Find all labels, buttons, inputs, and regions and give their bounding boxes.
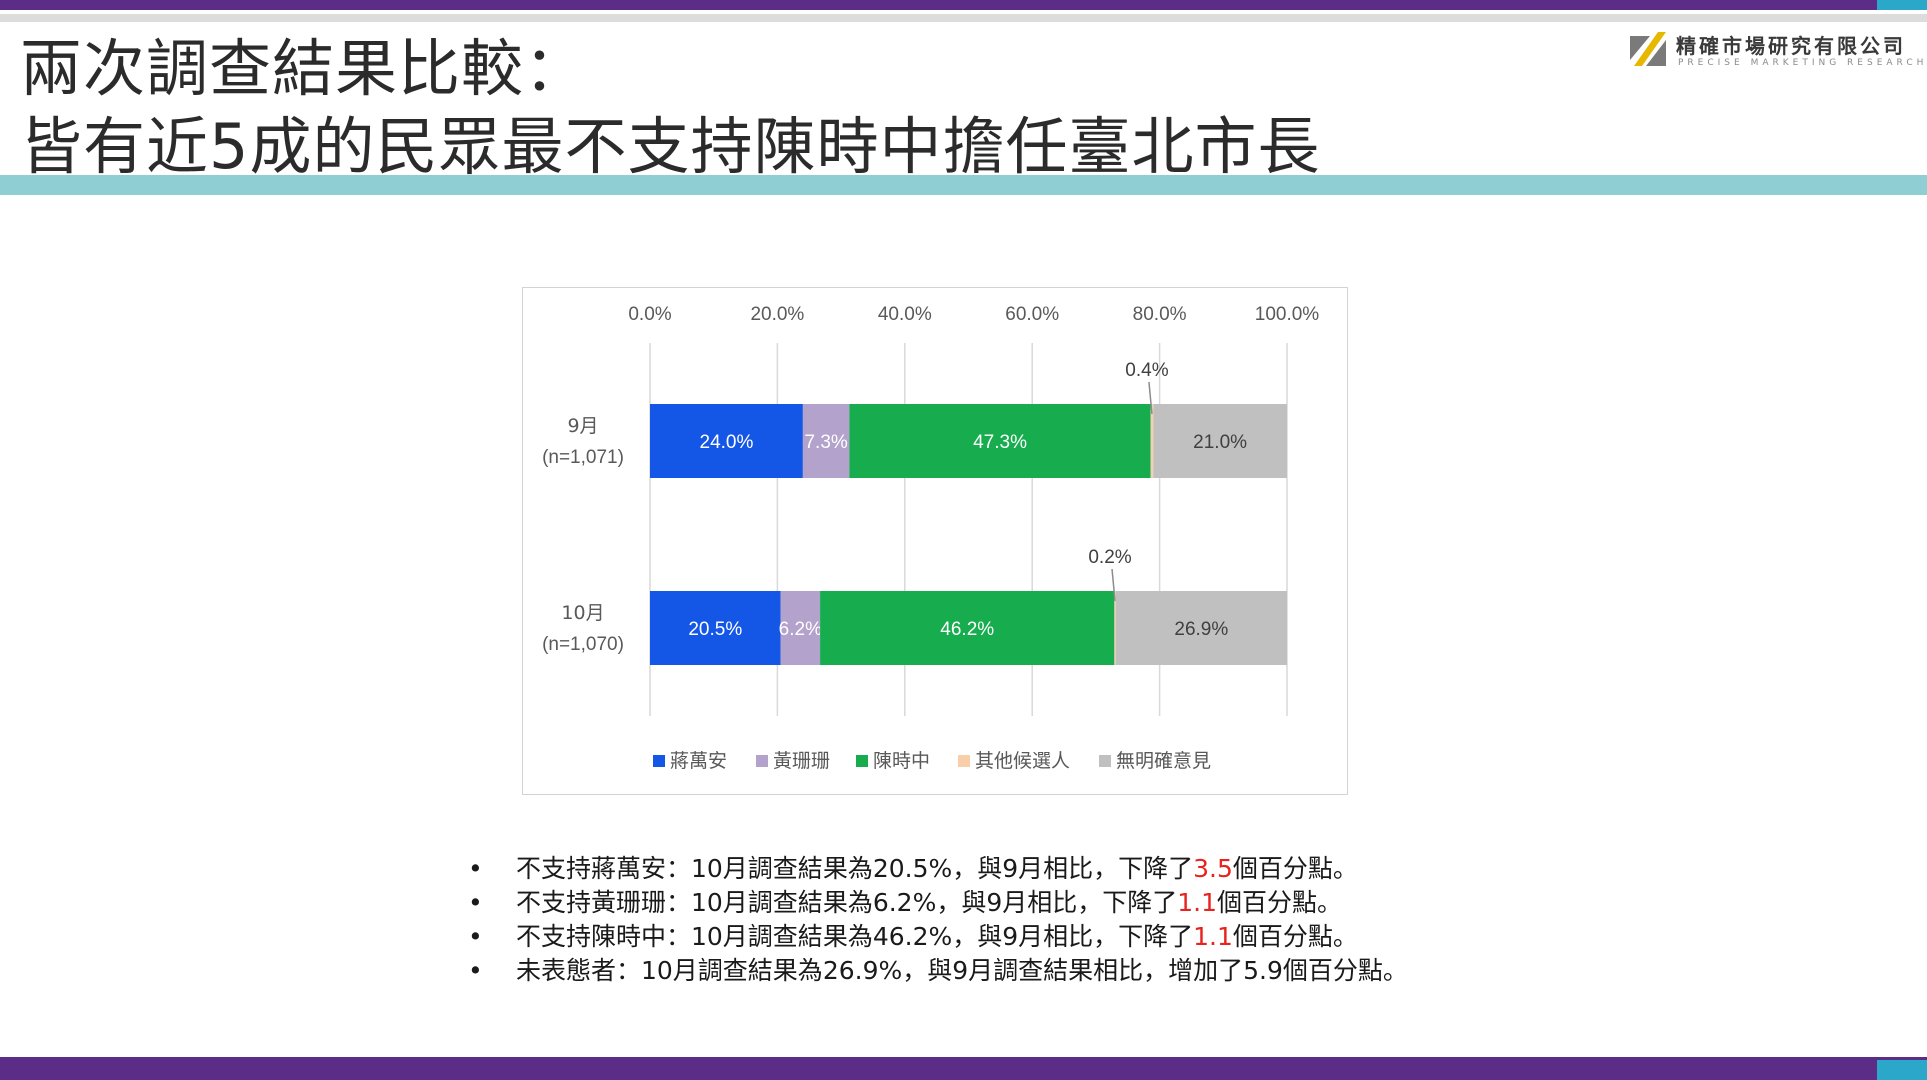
data-label-leader	[1111, 568, 1116, 602]
logo-subtitle: PRECISE MARKETING RESEARCH	[1678, 58, 1927, 68]
data-label: 20.5%	[688, 619, 742, 640]
summary-bullets: • 不支持蔣萬安：10月調查結果為20.5%，與9月相比，下降了3.5個百分點。 •…	[468, 852, 1568, 988]
legend-label: 陳時中	[873, 750, 930, 772]
bullet-text: 不支持黃珊珊：10月調查結果為6.2%，與9月相比，下降了	[516, 888, 1178, 917]
bullet-highlight: 1.1	[1193, 922, 1233, 951]
bullet-text: 不支持陳時中：10月調查結果為46.2%，與9月相比，下降了	[516, 922, 1194, 951]
bullet-dot: •	[468, 888, 483, 917]
top-bar	[0, 0, 1927, 10]
bullet-dot: •	[468, 922, 483, 951]
category-label: 9月	[567, 415, 598, 437]
bar-segment	[802, 404, 850, 478]
legend-label: 蔣萬安	[670, 750, 727, 772]
legend-swatch	[653, 755, 665, 767]
x-tick-label: 0.0%	[628, 304, 671, 325]
category-sample-size: (n=1,070)	[542, 634, 624, 655]
bullet-suffix: 個百分點。	[1217, 888, 1343, 917]
x-tick-label: 60.0%	[1005, 304, 1059, 325]
bullet-dot: •	[468, 956, 483, 985]
legend-label: 黃珊珊	[773, 750, 830, 772]
title-rule	[0, 175, 1927, 195]
data-label: 46.2%	[940, 619, 994, 640]
top-divider	[0, 14, 1927, 22]
x-tick-label: 80.0%	[1133, 304, 1187, 325]
bar-segment	[650, 591, 781, 665]
data-label: 6.2%	[779, 619, 822, 640]
data-label: 26.9%	[1174, 619, 1228, 640]
legend-label: 無明確意見	[1116, 750, 1211, 772]
category-label: 10月	[561, 602, 604, 624]
chart-container: 0.0% 20.0% 40.0% 60.0% 80.0% 100.0% 9月 (n=1,071…	[522, 287, 1348, 795]
data-label: 0.2%	[1088, 547, 1131, 568]
bullet-suffix: 個百分點。	[1232, 922, 1358, 951]
legend-swatch	[958, 755, 970, 767]
data-label-leader	[1148, 381, 1153, 415]
top-accent	[1877, 0, 1927, 10]
bullet-item: • 不支持陳時中：10月調查結果為46.2%，與9月相比，下降了1.1個百分點。	[468, 920, 1568, 954]
bottom-accent	[1877, 1060, 1927, 1080]
x-tick-label: 20.0%	[750, 304, 804, 325]
bottom-bar	[0, 1057, 1927, 1080]
logo-name: 精確市場研究有限公司	[1676, 34, 1906, 58]
bullet-suffix: 個百分點。	[1232, 854, 1358, 883]
bullet-dot: •	[468, 854, 483, 883]
x-tick-label: 100.0%	[1255, 304, 1320, 325]
bullet-highlight: 1.1	[1177, 888, 1217, 917]
stacked-bar-chart: 0.0% 20.0% 40.0% 60.0% 80.0% 100.0% 9月 (n=1,071…	[542, 304, 1320, 772]
bar-segment	[820, 591, 1115, 665]
legend-swatch	[756, 755, 768, 767]
company-logo: 精確市場研究有限公司 PRECISE MARKETING RESEARCH	[1628, 30, 1923, 75]
x-tick-label: 40.0%	[878, 304, 932, 325]
legend-swatch	[1099, 755, 1111, 767]
bullet-text: 未表態者：10月調查結果為26.9%，與9月調查結果相比，增加了5.9個百分點。	[516, 956, 1408, 985]
data-label: 47.3%	[973, 432, 1027, 453]
logo-icon	[1630, 32, 1666, 66]
bullet-item: • 不支持蔣萬安：10月調查結果為20.5%，與9月相比，下降了3.5個百分點。	[468, 852, 1568, 886]
bar-segment	[1115, 591, 1287, 665]
page-title: 兩次調查結果比較： 皆有近5成的民眾最不支持陳時中擔任臺北市長	[20, 30, 1320, 186]
bullet-item: • 未表態者：10月調查結果為26.9%，與9月調查結果相比，增加了5.9個百分點…	[468, 954, 1568, 988]
bar-segment	[650, 404, 803, 478]
bar-segment	[849, 404, 1151, 478]
bullet-item: • 不支持黃珊珊：10月調查結果為6.2%，與9月相比，下降了1.1個百分點。	[468, 886, 1568, 920]
category-sample-size: (n=1,071)	[542, 447, 624, 468]
data-label: 24.0%	[700, 432, 754, 453]
bar-segment	[1153, 404, 1287, 478]
title-line-1: 兩次調查結果比較：	[20, 32, 588, 105]
bar-segment	[1150, 404, 1154, 478]
title-line-2: 皆有近5成的民眾最不支持陳時中擔任臺北市長	[20, 110, 1321, 183]
data-label: 7.3%	[804, 432, 847, 453]
bar-segment	[1114, 591, 1116, 665]
legend-label: 其他候選人	[975, 750, 1070, 772]
bar-segment	[780, 591, 821, 665]
data-label: 0.4%	[1125, 360, 1168, 381]
legend-swatch	[856, 755, 868, 767]
bullet-highlight: 3.5	[1193, 854, 1233, 883]
bullet-text: 不支持蔣萬安：10月調查結果為20.5%，與9月相比，下降了	[516, 854, 1194, 883]
data-label: 21.0%	[1193, 432, 1247, 453]
